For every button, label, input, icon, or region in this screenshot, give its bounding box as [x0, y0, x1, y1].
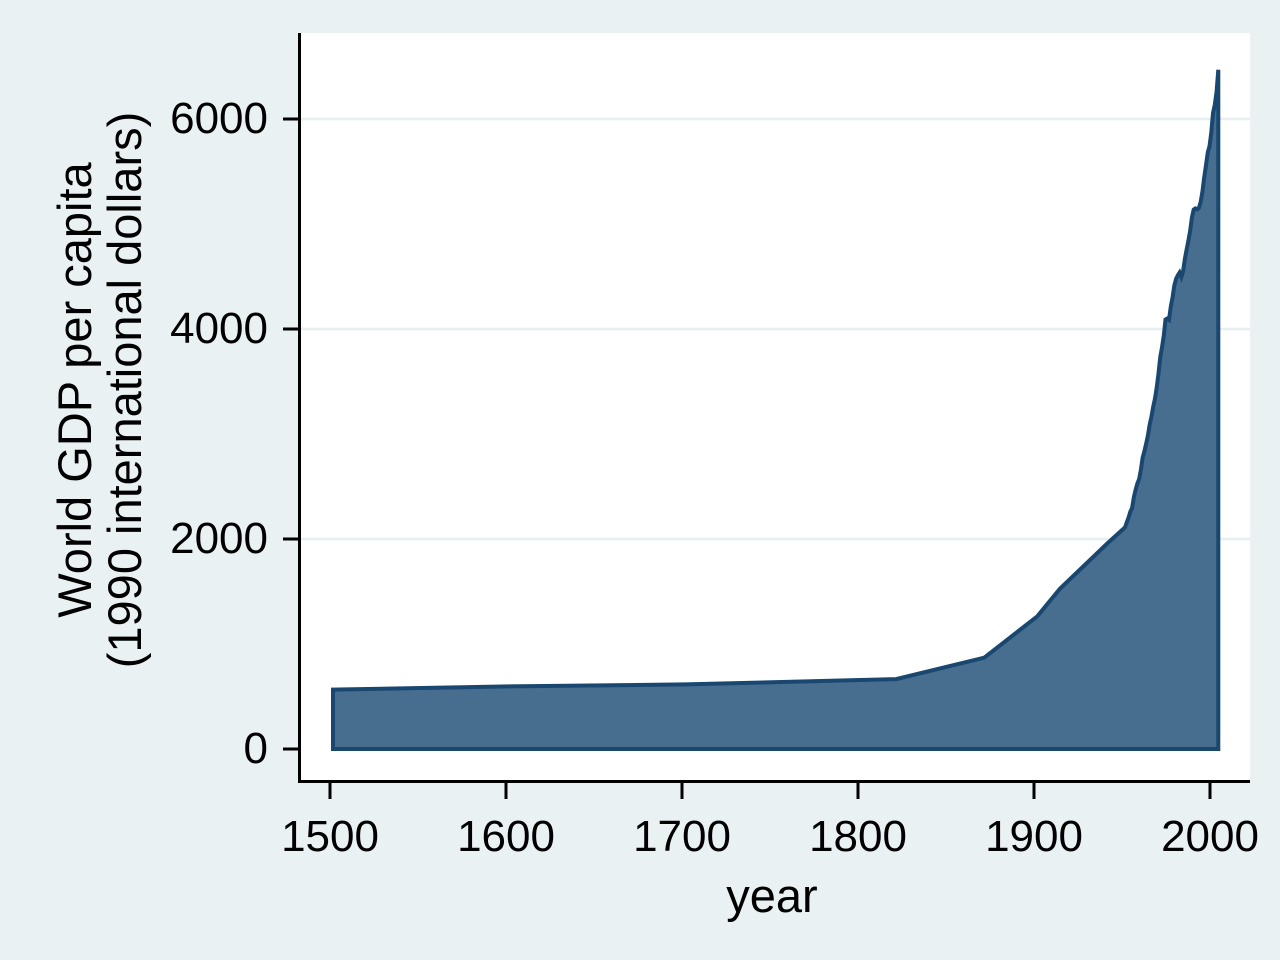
x-tick-mark — [504, 783, 508, 799]
x-tick-mark — [680, 783, 684, 799]
y-tick-mark — [283, 327, 298, 331]
x-tick-label: 1700 — [633, 812, 731, 861]
x-tick-label: 1900 — [985, 812, 1083, 861]
y-axis-title-line1: World GDP per capita — [48, 162, 101, 618]
x-tick-mark — [1032, 783, 1036, 799]
plot-area — [298, 33, 1250, 783]
x-tick-label: 1800 — [809, 812, 907, 861]
x-tick-mark — [328, 783, 332, 799]
y-axis-title-line2: (1990 international dollars) — [98, 111, 151, 669]
area-chart-svg — [301, 69, 1250, 751]
y-axis-title: World GDP per capita (1990 international… — [48, 111, 151, 669]
gdp-area-series — [331, 69, 1221, 751]
y-tick-label: 6000 — [170, 93, 268, 143]
y-tick-mark — [283, 117, 298, 121]
y-tick-label: 2000 — [170, 514, 268, 563]
y-tick-mark — [283, 537, 298, 541]
x-tick-label: 2000 — [1161, 812, 1259, 861]
y-tick-label: 0 — [243, 724, 268, 774]
y-tick-mark — [283, 747, 298, 751]
x-axis-title: year — [726, 869, 818, 922]
x-tick-mark — [856, 783, 860, 799]
x-tick-label: 1500 — [281, 812, 379, 861]
x-tick-mark — [1208, 783, 1212, 799]
y-tick-label: 4000 — [170, 304, 268, 353]
x-tick-label: 1600 — [457, 812, 555, 861]
